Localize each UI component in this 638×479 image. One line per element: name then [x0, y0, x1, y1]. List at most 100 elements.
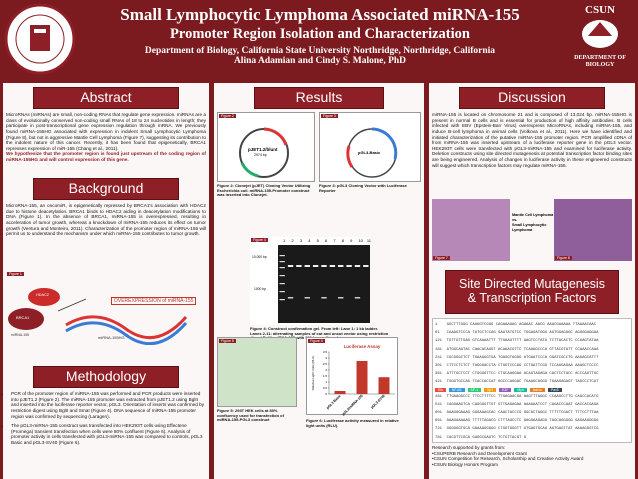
- method-item: PCR of the promoter region of miRNA-155 …: [11, 391, 206, 419]
- lane-label: 8: [341, 238, 344, 243]
- figure-3: Figure 3 pGL3-Basic: [319, 112, 421, 182]
- figure-label: Figure 6: [308, 339, 325, 343]
- sequence-line: 61 CAAAGTCCCA TATGCTCCAG GAATATGTCC TGGA…: [435, 331, 599, 336]
- sequence-box: 1 GGCTTTGGG CAAGGTCGGG CAGAAAGAG AGAAAC …: [432, 318, 632, 443]
- sequence-line: 421 TGGGTGCCAG TCACCACCAT GGCCCAGGAC TGA…: [435, 380, 599, 385]
- factor-tag: NF-kB: [448, 387, 465, 392]
- gel-band: [287, 265, 294, 267]
- support-item: •CSUPERB Research and Development Grant: [432, 450, 527, 456]
- y-tick-label: 0.5: [323, 386, 328, 390]
- support-heading: Research supported by grants from:: [432, 445, 506, 450]
- label: HDAC2: [36, 293, 49, 297]
- gel-band: [279, 283, 285, 285]
- sequence-line: 241 CGCGGGCTCT TGAAGGGTGA TGAGGTAGGG ATG…: [435, 355, 599, 360]
- gel-band: [354, 265, 361, 267]
- heading-line: Site Directed Mutagenesis: [459, 277, 605, 292]
- factor-tag: Ets: [435, 387, 446, 392]
- image-caption: Mantle Cell Lymphoma vs. Small Lymphocytic…: [512, 213, 554, 233]
- caption: Figure 2: Clonejet (pJET) Cloning Vector…: [217, 183, 311, 198]
- y-tick-label: 1: [325, 380, 327, 384]
- gel-band: [338, 297, 344, 299]
- factor-tag: Pax5: [547, 387, 562, 392]
- gel-band: [279, 299, 285, 301]
- department-logo: CSUN DEPARTMENT OF BIOLOGY: [566, 4, 634, 76]
- gel-band: [279, 267, 285, 269]
- plasmid-name: pGL3-Basic: [358, 150, 381, 155]
- authors: Alina Adamian and Cindy S. Malone, PhD: [233, 56, 407, 66]
- sequence-line: 661 AAAGAAAAAG TTTTTAGACG CTTTAGCCTC GAG…: [435, 419, 599, 424]
- sequence-line: 541 CAGGAAGTCA CAGGGGTTGT GTTGAGAGAA AAA…: [435, 402, 599, 407]
- section-heading: Abstract: [33, 87, 179, 109]
- lane-label: 9: [350, 238, 353, 243]
- logo-text: DEPARTMENT OF BIOLOGY: [574, 55, 626, 68]
- gel-band: [354, 297, 361, 299]
- gel-image: [278, 245, 370, 323]
- label: miRNA-155: [11, 333, 30, 337]
- y-tick-label: 1.5: [323, 374, 328, 378]
- lane-labels: 1 2 3 4 5 6 7 8 9 10 11: [280, 238, 371, 244]
- gel-band: [279, 255, 285, 257]
- gel-band: [338, 265, 344, 267]
- figure-label: Figure 5: [219, 339, 236, 343]
- y-tick-label: 2: [325, 368, 327, 372]
- factor-tag: Myb: [514, 387, 527, 392]
- caption: Figure 6: Luciferase activity measured i…: [306, 418, 399, 428]
- figure-label: Figure 8: [555, 256, 572, 260]
- lane-label: 10: [358, 238, 363, 243]
- marker-label: 10,000 bp: [252, 255, 267, 259]
- lane-label: 3: [299, 238, 303, 243]
- sequence-line: 781 CACGTTCGCA GAGGCGAGTC TCTGTTACGT G: [435, 435, 527, 440]
- lane-label: 11: [366, 238, 371, 243]
- discussion-text: miRNA-155 is located on chromosome 21 an…: [432, 112, 632, 168]
- image-sll: Figure 8: [554, 199, 632, 261]
- bar: [334, 391, 346, 394]
- gel-band: [279, 275, 285, 277]
- right-column: Discussion miRNA-155 is located on chrom…: [429, 83, 635, 479]
- x-tick-label: pGL3 Basic: [326, 394, 342, 410]
- abstract-text: MicroRNAs (miRNAs) are small, non-coding…: [6, 112, 206, 163]
- figure-2: Figure 2 pJET1.2/blunt 2974 bp: [217, 112, 315, 182]
- lane-label: 1: [283, 238, 286, 243]
- pathway-diagram: [8, 288, 188, 345]
- image-mcl: Figure 7: [432, 199, 510, 261]
- lymphoma-images: Figure 7 Figure 8 Mantle Cell Lymphoma vs…: [432, 199, 632, 265]
- lane-label: 4: [308, 238, 311, 243]
- middle-column: Results Figure 2 pJET1.2/blunt 2974 bp F…: [214, 83, 424, 479]
- caption: Figure 3: pGL3 Cloning Vector with Lucif…: [319, 183, 407, 193]
- gel-band: [279, 261, 285, 263]
- lane-label: 6: [325, 238, 328, 243]
- plasmid-map: [239, 127, 289, 178]
- title: Small Lymphocytic Lymphoma Associated mi…: [120, 5, 520, 24]
- support-item: •CSUN Competition for Research, Scholars…: [432, 456, 584, 461]
- gel-band: [287, 297, 294, 299]
- gel-band: [312, 265, 319, 267]
- figure-1: Figure 1 HDAC2 BRCA1 miRNA-155 OVEREXPRE…: [6, 271, 206, 346]
- support-item: •CSUN Biology Honors Program: [432, 461, 498, 467]
- csun-seal: [4, 3, 76, 75]
- factor-tag: AP-1: [467, 387, 482, 392]
- y-tick-label: 3: [325, 356, 327, 360]
- gel-band: [296, 265, 302, 267]
- sequence-line: 121 TGTTGTTGAG GTCAAAATTT TTGAAGTTTT AAG…: [435, 339, 599, 344]
- figure-4: Figure 4 1 2 3 4 5 6 7 8 9 10 11 10,000 bp 1000 bp: [250, 237, 371, 325]
- text: vs.: [512, 217, 518, 222]
- section-heading: Methodology: [33, 366, 179, 388]
- sequence-line: 301 CTTCCTCTCT TAGGGACCTA CTGGTCCCAG CCT…: [435, 364, 599, 369]
- chart-title: Luciferase Assay: [344, 344, 381, 349]
- section-heading: Background: [33, 178, 179, 200]
- gel-band: [304, 265, 310, 267]
- support: Research supported by grants from: •CSUPE…: [432, 445, 632, 467]
- sequence-line: 361 ATTTGCTCCT CTGGGGTTCC CTGCAAGGAA ACA…: [435, 372, 599, 377]
- lane-label: 7: [333, 238, 336, 243]
- label: miRNA-155HG: [98, 335, 125, 340]
- y-tick-label: 0: [325, 392, 327, 396]
- figure-6: Figure 6 Luciferase Assay Relative Light …: [306, 337, 398, 416]
- sequence-line: 721 GGGGGGTGCA GAAAAGGGGG CTGGTGGGTT ATG…: [435, 427, 599, 432]
- factor-tag: E2F: [499, 387, 512, 392]
- y-tick-label: 3.5: [323, 350, 328, 354]
- left-column: Abstract MicroRNAs (miRNAs) are small, n…: [3, 83, 209, 479]
- sequence-line: 181 ATGGCAGTAC CAACACAGGT ACAAACGTTC TCA…: [435, 347, 599, 352]
- caption: Figure 5: 293T HEK cells at 80% confluen…: [217, 408, 284, 423]
- method-item: The pGL3-miRNA-155 construct was transfe…: [11, 423, 206, 446]
